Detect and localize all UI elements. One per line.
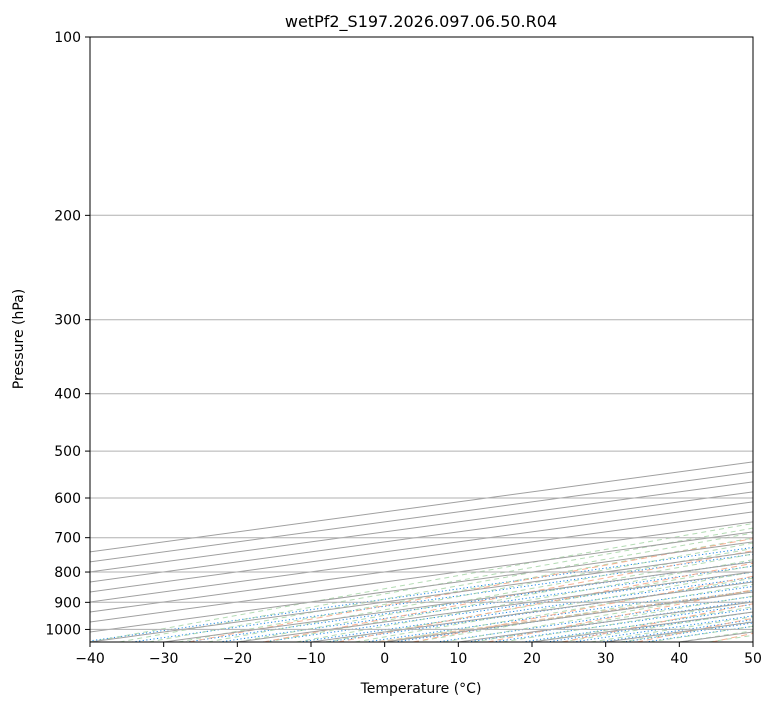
axes: −40 −30 −20 −10 0 10 20 30 40 50 100 200 300 400 500 60…	[45, 30, 762, 667]
x-tick-label: −10	[296, 651, 326, 667]
y-tick-label: 500	[54, 444, 81, 460]
moist-adiabat	[119, 527, 753, 642]
isotherms	[90, 461, 753, 642]
x-tick-label: −30	[149, 651, 179, 667]
mixing-ratio-line	[131, 553, 753, 642]
isobars	[90, 37, 753, 630]
moist-adiabat	[355, 571, 753, 642]
mixing-ratio-line	[365, 585, 753, 642]
y-tick-label: 1000	[45, 622, 81, 638]
x-axis-title: Temperature (°C)	[360, 681, 482, 697]
x-tick-label: 50	[744, 651, 762, 667]
isotherm-line	[90, 511, 753, 603]
y-tick-label: 400	[54, 387, 81, 403]
plot-frame	[89, 36, 754, 643]
isotherm-line	[90, 461, 753, 553]
moist-adiabat	[296, 559, 753, 642]
plot-area: -100-90-80-70-60-50-40-30-20-10010203040…	[90, 37, 753, 642]
x-tick-label: 20	[523, 651, 541, 667]
x-tick-label: −20	[223, 651, 253, 667]
isotherm-line	[90, 491, 753, 583]
y-axis-title: Pressure (hPa)	[11, 289, 27, 389]
moist-adiabat	[384, 577, 753, 642]
y-tick-label: 300	[54, 313, 81, 329]
mixing-ratio-line	[90, 546, 753, 642]
y-tick-label: 900	[54, 595, 81, 611]
y-tick-label: 600	[54, 491, 81, 507]
x-tick-label: 40	[670, 651, 688, 667]
chart-title: wetPf2_S197.2026.097.06.50.R04	[285, 12, 557, 32]
x-tick-label: −40	[75, 651, 105, 667]
isotherm-line	[90, 471, 753, 563]
x-tick-label: 30	[597, 651, 615, 667]
isotherm-line	[90, 481, 753, 573]
x-tick-label: 0	[380, 651, 389, 667]
y-tick-label: 800	[54, 565, 81, 581]
isotherm-line	[90, 521, 753, 613]
x-tick-label: 10	[449, 651, 467, 667]
isotherm-line	[90, 531, 753, 623]
y-tick-label: 200	[54, 208, 81, 224]
y-tick-label: 700	[54, 531, 81, 547]
isotherm-line	[90, 501, 753, 593]
y-tick-label: 100	[54, 30, 81, 46]
mixing-ratio-line	[436, 595, 753, 642]
